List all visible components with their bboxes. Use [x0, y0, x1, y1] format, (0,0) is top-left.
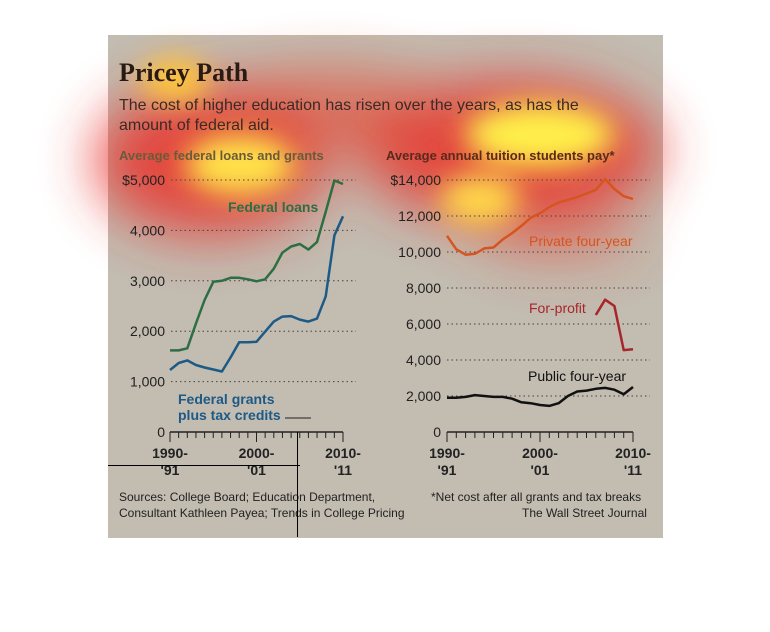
series-line-public-four-year: [447, 386, 634, 408]
x-tick-label-year: 2000-: [239, 445, 275, 461]
series-label: Federal loans: [228, 199, 318, 215]
y-tick-label: $14,000: [390, 172, 441, 188]
series-label: Public four-year: [528, 368, 626, 384]
x-tick-label-year: 1990-: [152, 445, 188, 461]
subtitle: The cost of higher education has risen o…: [119, 97, 579, 134]
y-tick-label: $5,000: [122, 172, 165, 188]
y-tick-label: 6,000: [406, 316, 441, 332]
series-line-for-profit: [594, 298, 634, 352]
x-tick-label-span: '11: [334, 462, 352, 478]
y-tick-label: 12,000: [398, 208, 441, 224]
series-label: For-profit: [529, 300, 586, 316]
y-tick-label: 3,000: [130, 273, 165, 289]
page-title: Pricey Path: [119, 58, 249, 87]
series-line-private-four-year: [445, 177, 634, 256]
y-tick-label: 2,000: [130, 323, 165, 339]
y-tick-label: 4,000: [406, 352, 441, 368]
crosshair-horizontal: [108, 465, 300, 466]
y-tick-label: 0: [157, 424, 165, 440]
y-tick-label: 8,000: [406, 280, 441, 296]
x-tick-label-span: '11: [624, 462, 642, 478]
y-tick-label: 10,000: [398, 244, 441, 260]
x-tick-label-year: 2000-: [522, 445, 558, 461]
x-tick-label-span: '01: [247, 462, 266, 478]
y-tick-label: 4,000: [130, 222, 165, 238]
series-label: plus tax credits: [178, 407, 281, 423]
x-tick-label-year: 2010-: [325, 445, 361, 461]
sources-line-1: Sources: College Board; Education Depart…: [119, 490, 376, 504]
footnote: *Net cost after all grants and tax break…: [431, 490, 642, 504]
left-chart-title: Average federal loans and grants: [119, 148, 324, 163]
y-tick-label: 0: [433, 424, 441, 440]
x-tick-label-span: '91: [161, 462, 180, 478]
credit: The Wall Street Journal: [522, 506, 647, 520]
series-line-federal-grants-plus-tax-credits: [169, 215, 345, 373]
x-tick-label-year: 2010-: [615, 445, 651, 461]
series-line-federal-loans: [170, 179, 344, 352]
right-chart-title: Average annual tuition students pay*: [386, 148, 615, 163]
y-tick-label: 1,000: [130, 374, 165, 390]
crosshair-vertical: [297, 432, 298, 537]
x-tick-label-span: '01: [531, 462, 550, 478]
series-label: Private four-year: [529, 233, 633, 249]
x-tick-label-year: 1990-: [429, 445, 465, 461]
series-label: Federal grants: [178, 391, 275, 407]
sources-line-2: Consultant Kathleen Payea; Trends in Col…: [119, 506, 405, 520]
x-tick-label-span: '91: [438, 462, 457, 478]
y-tick-label: 2,000: [406, 388, 441, 404]
